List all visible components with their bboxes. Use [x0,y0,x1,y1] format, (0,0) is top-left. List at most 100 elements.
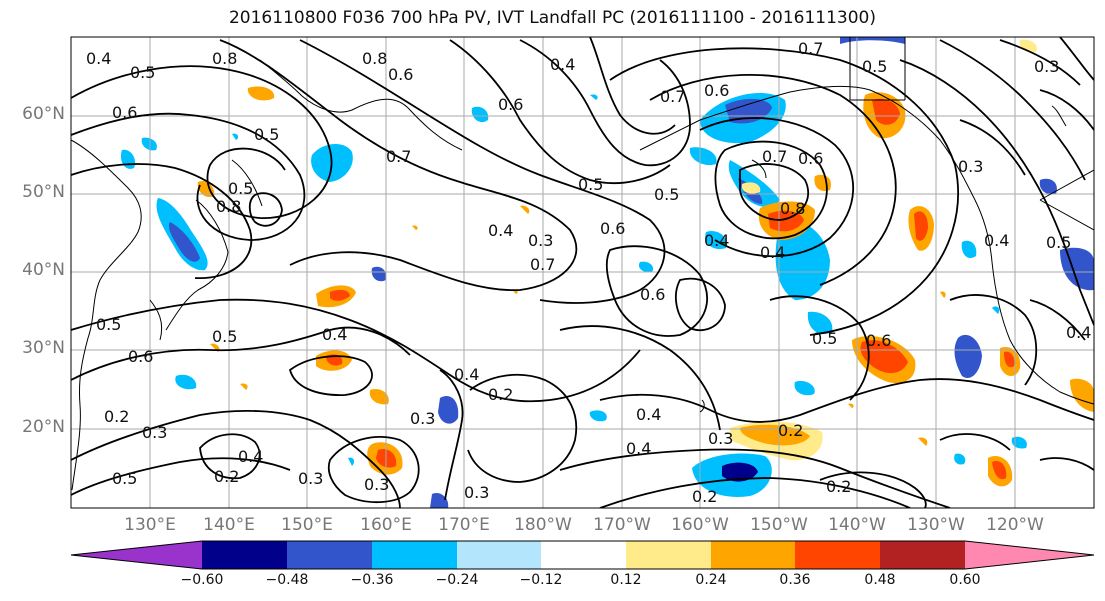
contour-label: 0.3 [708,429,733,448]
contour-label: 0.5 [254,125,279,144]
colorbar-segment [202,541,287,569]
contour-label: 0.3 [958,157,983,176]
colorbar-tick-label: −0.60 [180,572,224,588]
contour-label: 0.6 [640,285,665,304]
colorbar-tick-label: −0.12 [519,572,563,588]
colorbar-tick-label: 0.12 [610,572,642,588]
map-title: 2016110800 F036 700 hPa PV, IVT Landfall… [228,8,876,28]
contour-label: 0.2 [488,385,513,404]
lon-label: 120°W [986,515,1044,535]
colorbar-tick-label: 0.60 [949,572,981,588]
contour-label: 0.5 [654,185,679,204]
contour-label: 0.4 [550,55,575,74]
contour-label: 0.4 [1066,323,1091,342]
contour-label: 0.2 [826,477,851,496]
contour-label: 0.2 [778,421,803,440]
contour-label: 0.4 [238,447,263,466]
contour-label: 0.3 [364,475,389,494]
contour-label: 0.5 [228,179,253,198]
colorbar-tick-label: −0.36 [350,572,394,588]
colorbar-tick-label: −0.48 [265,572,309,588]
contour-label: 0.6 [112,103,137,122]
colorbar-tick-label: −0.24 [435,572,479,588]
colorbar-extend-low [71,541,202,569]
contour-label: 0.6 [128,347,153,366]
contour-label: 0.6 [704,81,729,100]
contour-label: 0.4 [636,405,661,424]
lon-label: 170°E [438,515,490,535]
contour-label: 0.4 [704,231,729,250]
contour-label: 0.4 [984,231,1009,250]
contour-label: 0.2 [692,487,717,506]
lat-label: 20°N [22,417,65,437]
colorbar-tick-label: 0.36 [779,572,811,588]
lon-label: 170°W [593,515,651,535]
contour-label: 0.7 [798,39,823,58]
contour-labels: 0.4 0.5 0.8 0.6 0.5 0.8 0.6 0.4 0.6 0.7 … [86,39,1091,506]
colorbar-tick-label: 0.24 [695,572,727,588]
contour-label: 0.4 [454,365,479,384]
contour-label: 0.2 [104,407,129,426]
colorbar-segment [457,541,541,569]
lon-label: 150°W [750,515,808,535]
contour-label: 0.6 [498,95,523,114]
lon-label: 130°E [124,515,176,535]
contour-label: 0.3 [410,409,435,428]
lon-label: 130°W [907,515,965,535]
contour-label: 0.5 [130,63,155,82]
contour-label: 0.6 [798,149,823,168]
colorbar-segment [626,541,711,569]
lon-label: 180°W [514,515,572,535]
contour-label: 0.7 [530,255,555,274]
map-frame [70,36,1095,509]
colorbar-segment [795,541,880,569]
lon-label: 140°W [828,515,886,535]
graticule [71,37,1094,508]
contour-label: 0.4 [626,439,651,458]
lat-label: 40°N [22,260,65,280]
lon-label: 160°E [360,515,412,535]
contour-label: 0.5 [812,329,837,348]
contour-label: 0.8 [780,199,805,218]
contour-label: 0.7 [386,147,411,166]
contour-label: 0.7 [660,87,685,106]
contour-label: 0.5 [578,175,603,194]
contour-label: 0.7 [762,147,787,166]
contour-label: 0.4 [488,221,513,240]
contour-label: 0.4 [760,243,785,262]
colorbar-segment [541,541,626,569]
lon-label: 160°W [671,515,729,535]
lon-label: 140°E [203,515,255,535]
contour-label: 0.2 [214,467,239,486]
colorbar-segment [372,541,457,569]
colorbar-segment [711,541,795,569]
contour-label: 0.5 [96,315,121,334]
contour-label: 0.4 [86,49,111,68]
contour-label: 0.3 [528,231,553,250]
lon-label: 150°E [281,515,333,535]
contour-label: 0.8 [362,49,387,68]
contour-label: 0.8 [216,197,241,216]
colorbar-segment [287,541,372,569]
contour-label: 0.6 [600,219,625,238]
contour-label: 0.3 [142,423,167,442]
map-plot-area: 0.4 0.5 0.8 0.6 0.5 0.8 0.6 0.4 0.6 0.7 … [71,37,1094,508]
contour-label: 0.5 [112,469,137,488]
contour-label: 0.3 [464,483,489,502]
contour-label: 0.5 [1046,233,1071,252]
colorbar [70,540,1095,570]
colorbar-tick-label: 0.48 [864,572,896,588]
contour-label: 0.8 [212,49,237,68]
contour-label: 0.3 [298,469,323,488]
lat-label: 50°N [22,182,65,202]
contour-label: 0.6 [866,331,891,350]
colorbar-extend-high [965,541,1094,569]
contour-label: 0.3 [1034,57,1059,76]
contour-label: 0.4 [322,325,347,344]
contour-label: 0.5 [862,57,887,76]
colorbar-segment [880,541,965,569]
contour-label: 0.5 [212,327,237,346]
lat-label: 30°N [22,338,65,358]
contour-label: 0.6 [388,65,413,84]
